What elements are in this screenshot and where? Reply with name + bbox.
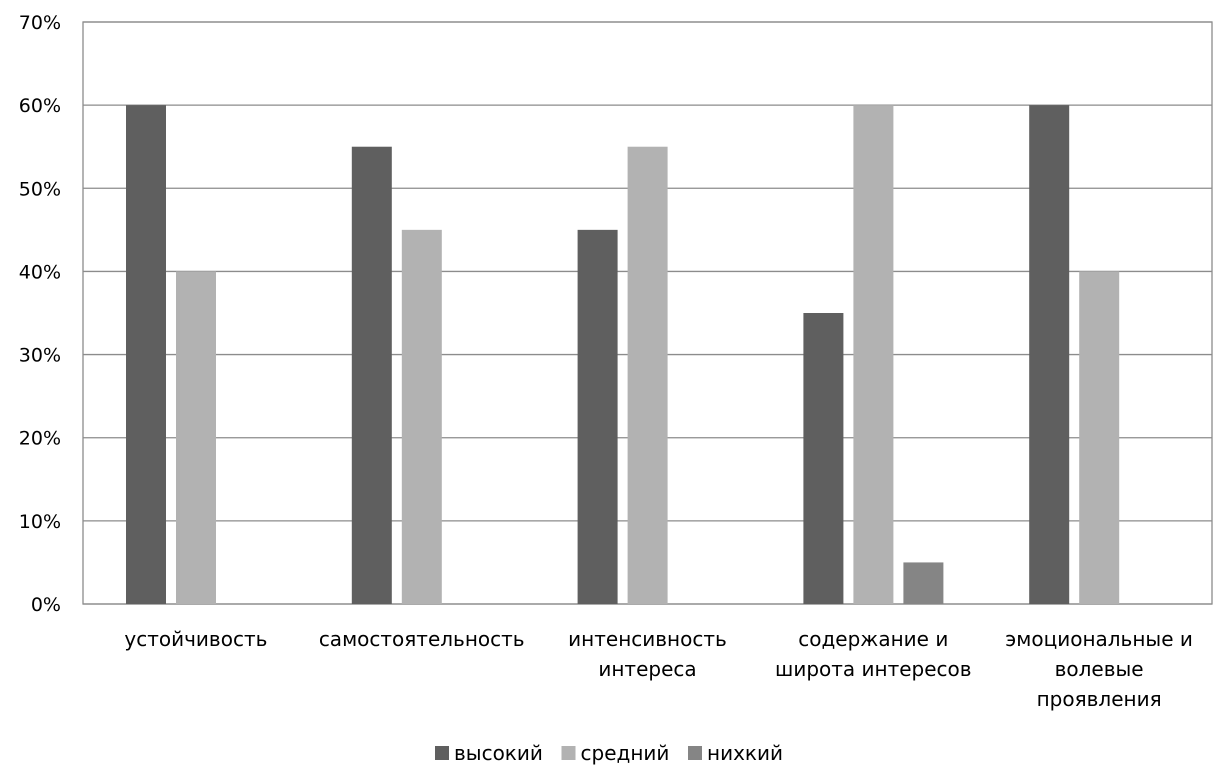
bar [176, 271, 216, 604]
x-tick-label: самостоятельность [319, 627, 525, 651]
legend-swatch [561, 746, 576, 760]
bar [126, 105, 166, 605]
legend-label: средний [581, 741, 670, 765]
y-tick-label: 0% [31, 594, 61, 616]
x-tick-label: интереса [598, 657, 696, 681]
bar [577, 229, 618, 604]
bar [627, 146, 668, 604]
y-tick-label: 40% [19, 261, 61, 283]
bar [401, 229, 442, 604]
x-tick-label: широта интересов [775, 657, 972, 681]
bar [1029, 105, 1070, 605]
y-tick-label: 20% [19, 428, 61, 450]
x-tick-label: содержание и [798, 627, 948, 651]
y-tick-label: 70% [19, 12, 61, 34]
x-tick-label: проявления [1037, 687, 1162, 711]
y-tick-label: 30% [19, 345, 61, 367]
bar [803, 313, 844, 604]
x-tick-label: эмоциональные и [1005, 627, 1193, 651]
legend-swatch [688, 746, 702, 760]
legend-label: высокий [454, 741, 543, 765]
x-tick-label: волевые [1055, 657, 1144, 681]
x-tick-label: устойчивость [124, 627, 267, 651]
bar [1079, 271, 1120, 604]
y-tick-label: 60% [19, 95, 61, 117]
bar [853, 105, 894, 605]
bar [351, 146, 392, 604]
legend-swatch [435, 746, 449, 760]
x-tick-label: интенсивность [568, 627, 727, 651]
y-tick-label: 10% [19, 511, 61, 533]
legend-label: нихкий [707, 741, 783, 765]
bar [903, 562, 944, 604]
y-tick-label: 50% [19, 178, 61, 200]
